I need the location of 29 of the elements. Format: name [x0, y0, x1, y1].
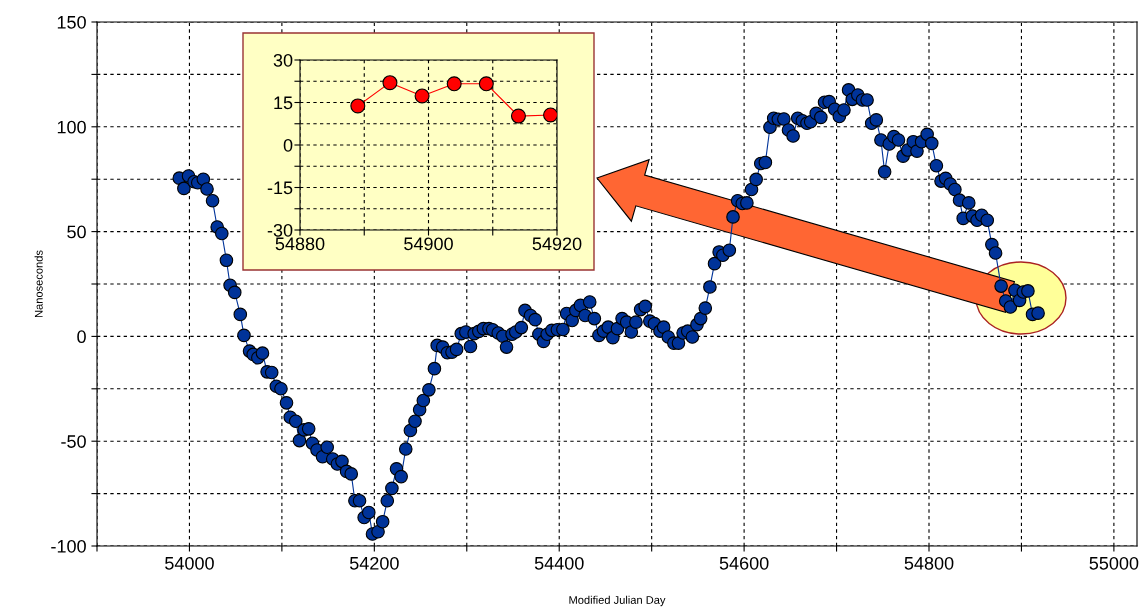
x-tick-label: 54200: [349, 556, 399, 570]
x-tick-label: 54000: [165, 556, 214, 570]
x-tick-label: 54400: [534, 556, 584, 570]
y-tick-label: 15: [274, 96, 293, 110]
y-tick-label: -50: [61, 435, 86, 448]
x-tick-label: 54900: [404, 237, 453, 251]
y-tick-label: 0: [77, 330, 86, 344]
y-tick-label: 150: [57, 15, 86, 29]
y-tick-label: -100: [51, 539, 86, 553]
y-tick-label: -15: [267, 181, 293, 195]
x-tick-label: 54920: [532, 237, 582, 251]
point: [510, 108, 526, 124]
point: [382, 75, 398, 91]
point: [478, 76, 494, 92]
y-tick-label: 100: [57, 120, 86, 134]
point: [543, 107, 557, 123]
point: [414, 88, 430, 104]
x-tick-label: 55000: [1089, 556, 1139, 570]
y-axis-title: Nanoseconds: [34, 250, 43, 318]
y-tick-label: 50: [67, 225, 86, 239]
x-axis-title: Modified Julian Day: [569, 595, 666, 607]
point: [446, 76, 462, 92]
y-tick-label: -30: [267, 223, 293, 237]
x-tick-label: 54600: [719, 556, 769, 570]
point: [350, 98, 366, 114]
y-tick-label: 30: [273, 53, 293, 67]
x-tick-label: 54800: [904, 556, 954, 570]
x-tick-label: 54880: [275, 237, 325, 251]
y-tick-label: 0: [283, 138, 293, 152]
